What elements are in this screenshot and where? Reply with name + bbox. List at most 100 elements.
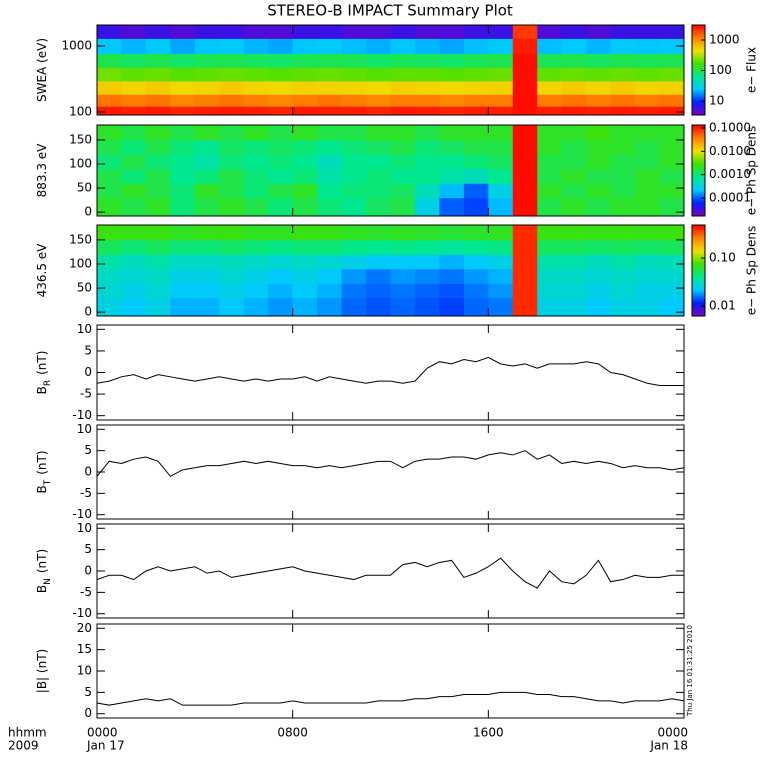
heatmap-cell xyxy=(561,183,587,199)
heatmap-cell xyxy=(390,268,416,284)
heatmap-cell xyxy=(292,297,318,317)
heatmap-cell xyxy=(341,254,367,270)
heatmap-cell xyxy=(561,53,587,68)
heatmap-cell xyxy=(366,125,391,141)
heatmap-cell xyxy=(488,53,514,68)
heatmap-cell xyxy=(414,283,440,299)
heatmap-cell xyxy=(194,106,220,116)
heatmap-cell xyxy=(194,297,220,317)
heatmap-cell xyxy=(292,283,318,299)
heatmap-cell xyxy=(219,197,245,217)
heatmap-cell xyxy=(390,225,416,241)
heatmap-cell xyxy=(439,94,465,107)
heatmap-cell xyxy=(512,197,538,217)
colorbar-label: e− Flux xyxy=(745,47,759,93)
heatmap-cell xyxy=(366,254,391,270)
heatmap-cell xyxy=(145,80,171,95)
heatmap-cell xyxy=(121,53,147,68)
heatmap-cell xyxy=(537,168,563,184)
heatmap-cell xyxy=(243,94,269,107)
y-tick-label: 0 xyxy=(84,706,92,720)
heatmap-cell xyxy=(610,139,636,155)
heatmap-cell xyxy=(145,183,171,199)
heatmap-cell xyxy=(439,53,465,68)
heatmap-cell xyxy=(537,268,563,284)
heatmap-cell xyxy=(439,106,465,116)
heatmap-cell xyxy=(635,197,661,217)
x-tick-label: 0000 xyxy=(87,726,118,740)
heatmap-cell xyxy=(317,125,343,141)
heatmap-cell xyxy=(414,80,440,95)
heatmap-cell xyxy=(121,139,147,155)
heatmap-cell xyxy=(390,283,416,299)
heatmap-cell xyxy=(659,139,685,155)
heatmap-cell xyxy=(586,283,612,299)
heatmap-cell xyxy=(512,254,538,270)
heatmap-cell xyxy=(488,225,514,241)
heatmap-cell xyxy=(97,168,122,184)
heatmap-cell xyxy=(463,154,489,170)
y-axis-label-main: B xyxy=(35,585,49,593)
heatmap-cell xyxy=(317,183,343,199)
heatmap-cell xyxy=(414,239,440,255)
heatmap-cell xyxy=(145,268,171,284)
heatmap-cell xyxy=(488,283,514,299)
heatmap-cell xyxy=(341,106,367,116)
heatmap-cell xyxy=(341,225,367,241)
heatmap-cell xyxy=(512,67,538,82)
heatmap-cell xyxy=(488,67,514,82)
heatmap-cell xyxy=(439,183,465,199)
heatmap-cell xyxy=(292,53,318,68)
heatmap-cell xyxy=(610,239,636,255)
heatmap-cell xyxy=(243,53,269,68)
heatmap-cell xyxy=(341,139,367,155)
y-axis-label: 436.5 eV xyxy=(35,243,49,298)
heatmap-cell xyxy=(561,297,587,317)
y-tick-label: 0 xyxy=(84,465,92,479)
heatmap-cell xyxy=(341,168,367,184)
heatmap-cell xyxy=(390,94,416,107)
heatmap-cell xyxy=(243,125,269,141)
heatmap-cell xyxy=(561,268,587,284)
heatmap-cell xyxy=(243,283,269,299)
heatmap-cell xyxy=(512,53,538,68)
chart-title: STEREO-B IMPACT Summary Plot xyxy=(267,2,513,20)
heatmap-cell xyxy=(121,154,147,170)
heatmap-cell xyxy=(488,25,514,39)
heatmap-cell xyxy=(635,225,661,241)
heatmap-cell xyxy=(586,53,612,68)
heatmap-cell xyxy=(586,67,612,82)
heatmap-cell xyxy=(292,268,318,284)
heatmap-cell xyxy=(219,225,245,241)
heatmap-cell xyxy=(610,268,636,284)
panel-frame xyxy=(96,24,685,116)
heatmap-cell xyxy=(292,67,318,82)
colorbar-tick-label: 0.01 xyxy=(709,299,736,313)
heatmap-cell xyxy=(366,94,391,107)
heatmap-cell xyxy=(243,168,269,184)
heatmap-cell xyxy=(194,239,220,255)
heatmap-cell xyxy=(537,25,563,39)
heatmap-cell xyxy=(537,38,563,54)
y-tick-label: 10 xyxy=(77,322,92,336)
heatmap-cell xyxy=(194,38,220,54)
heatmap-cell xyxy=(463,239,489,255)
heatmap-cell xyxy=(586,38,612,54)
heatmap-cell xyxy=(537,139,563,155)
heatmap-cell xyxy=(341,125,367,141)
heatmap-cell xyxy=(414,94,440,107)
heatmap-cell xyxy=(586,297,612,317)
heatmap-cell xyxy=(121,239,147,255)
heatmap-cell xyxy=(414,106,440,116)
heatmap-cell xyxy=(170,197,196,217)
heatmap-cell xyxy=(341,268,367,284)
heatmap-cell xyxy=(635,283,661,299)
panel-frame xyxy=(96,324,685,421)
colorbar xyxy=(691,24,706,116)
heatmap-cell xyxy=(292,254,318,270)
heatmap-cell xyxy=(561,254,587,270)
heatmap-cell xyxy=(463,106,489,116)
heatmap-cell xyxy=(390,139,416,155)
colorbar-tick-label: 100 xyxy=(709,63,732,77)
heatmap-cell xyxy=(439,38,465,54)
